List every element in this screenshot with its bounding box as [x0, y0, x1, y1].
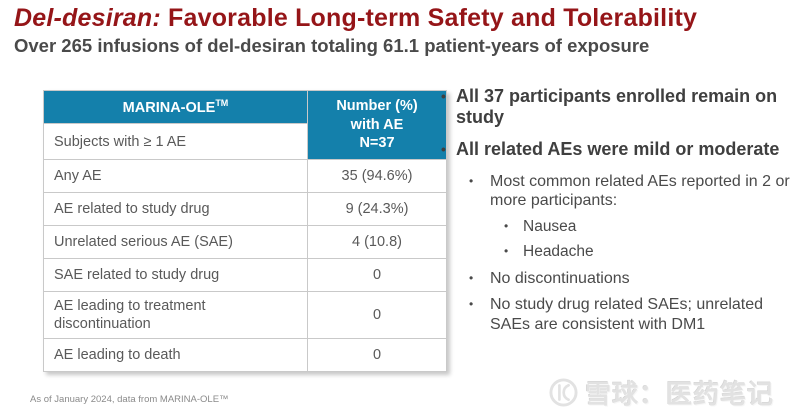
bullet-item-l2: • No discontinuations — [469, 269, 798, 289]
header-line-1: Number (%) — [336, 97, 418, 114]
bullet-text: All related AEs were mild or moderate — [456, 139, 780, 160]
table-header-number-with-ae: Number (%) with AE N=37 — [307, 90, 447, 160]
slide-title-rest: Favorable Long-term Safety and Tolerabil… — [160, 4, 698, 32]
row-label: SAE related to study drug — [43, 258, 308, 292]
slide-subtitle: Over 265 infusions of del-desiran totali… — [14, 35, 650, 56]
row-value: 0 — [307, 258, 447, 292]
row-value: 0 — [307, 290, 447, 340]
table-row: AE related to study drug 9 (24.3%) — [43, 192, 447, 226]
bullet-text: Headache — [523, 243, 594, 261]
row-label: AE leading to death — [43, 338, 308, 373]
bullet-marker: • — [469, 297, 474, 312]
watermark: 雪球：医药笔记 — [549, 374, 774, 411]
bullet-item-l3: • Nausea — [504, 218, 798, 237]
row-label: AE related to study drug — [43, 192, 308, 226]
header-line-2: with AE — [350, 116, 404, 133]
bullet-marker: • — [441, 88, 446, 104]
bullet-text: All 37 participants enrolled remain on s… — [456, 86, 778, 128]
table-header-row: MARINA-OLETM Number (%) with AE N=37 — [43, 90, 447, 160]
table-header-study: MARINA-OLETM — [43, 90, 308, 124]
xueqiu-snowball-logo-icon — [549, 378, 578, 407]
row-label: Any AE — [43, 159, 308, 193]
bullet-marker: • — [504, 244, 509, 259]
bullet-text: Most common related AEs reported in 2 or… — [490, 172, 790, 210]
study-name: MARINA-OLE — [122, 99, 216, 116]
table-row: Any AE 35 (94.6%) — [43, 159, 447, 193]
table-subheader-label: Subjects with ≥ 1 AE — [43, 123, 308, 160]
row-value: 9 (24.3%) — [307, 192, 447, 226]
bullet-item-l2: • No study drug related SAEs; unrelated S… — [469, 295, 798, 334]
table-row: AE leading to treatment discontinuation 0 — [43, 290, 447, 340]
bullet-text: Nausea — [523, 217, 577, 235]
header-line-3: N=37 — [359, 135, 395, 152]
bullet-item-l2: • Most common related AEs reported in 2 o… — [469, 172, 798, 211]
table-row: AE leading to death 0 — [43, 338, 447, 373]
row-value: 4 (10.8) — [307, 225, 447, 259]
slide-title: Del-desiran: Favorable Long-term Safety … — [14, 4, 697, 33]
table-row: SAE related to study drug 0 — [43, 258, 447, 292]
row-label: Unrelated serious AE (SAE) — [43, 225, 308, 259]
ae-table-body: MARINA-OLETM Number (%) with AE N=37 Sub… — [43, 90, 447, 373]
footnote: As of January 2024, data from MARINA-OLE… — [30, 394, 229, 405]
bullet-list: • All 37 participants enrolled remain on … — [441, 86, 798, 341]
row-label: AE leading to treatment discontinuation — [43, 290, 308, 340]
bullet-marker: • — [441, 141, 446, 158]
watermark-text: 雪球：医药笔记 — [584, 379, 774, 409]
table-subheader-row: Subjects with ≥ 1 AE — [43, 123, 447, 160]
trademark-sup: TM — [215, 98, 229, 109]
bullet-item-l1: • All 37 participants enrolled remain on … — [441, 86, 798, 128]
bullet-marker: • — [504, 218, 509, 233]
bullet-marker: • — [469, 173, 474, 188]
ae-table: MARINA-OLETM Number (%) with AE N=37 Sub… — [43, 90, 447, 373]
row-value: 0 — [307, 338, 447, 373]
bullet-item-l3: • Headache — [504, 243, 798, 262]
bullet-text: No study drug related SAEs; unrelated SA… — [490, 296, 764, 333]
slide-title-drug-name: Del-desiran: — [14, 4, 161, 32]
table-row: Unrelated serious AE (SAE) 4 (10.8) — [43, 225, 447, 259]
bullet-marker: • — [469, 270, 474, 285]
row-value: 35 (94.6%) — [307, 159, 447, 193]
bullet-text: No discontinuations — [490, 269, 630, 287]
bullet-item-l1: • All related AEs were mild or moderate — [441, 139, 798, 160]
